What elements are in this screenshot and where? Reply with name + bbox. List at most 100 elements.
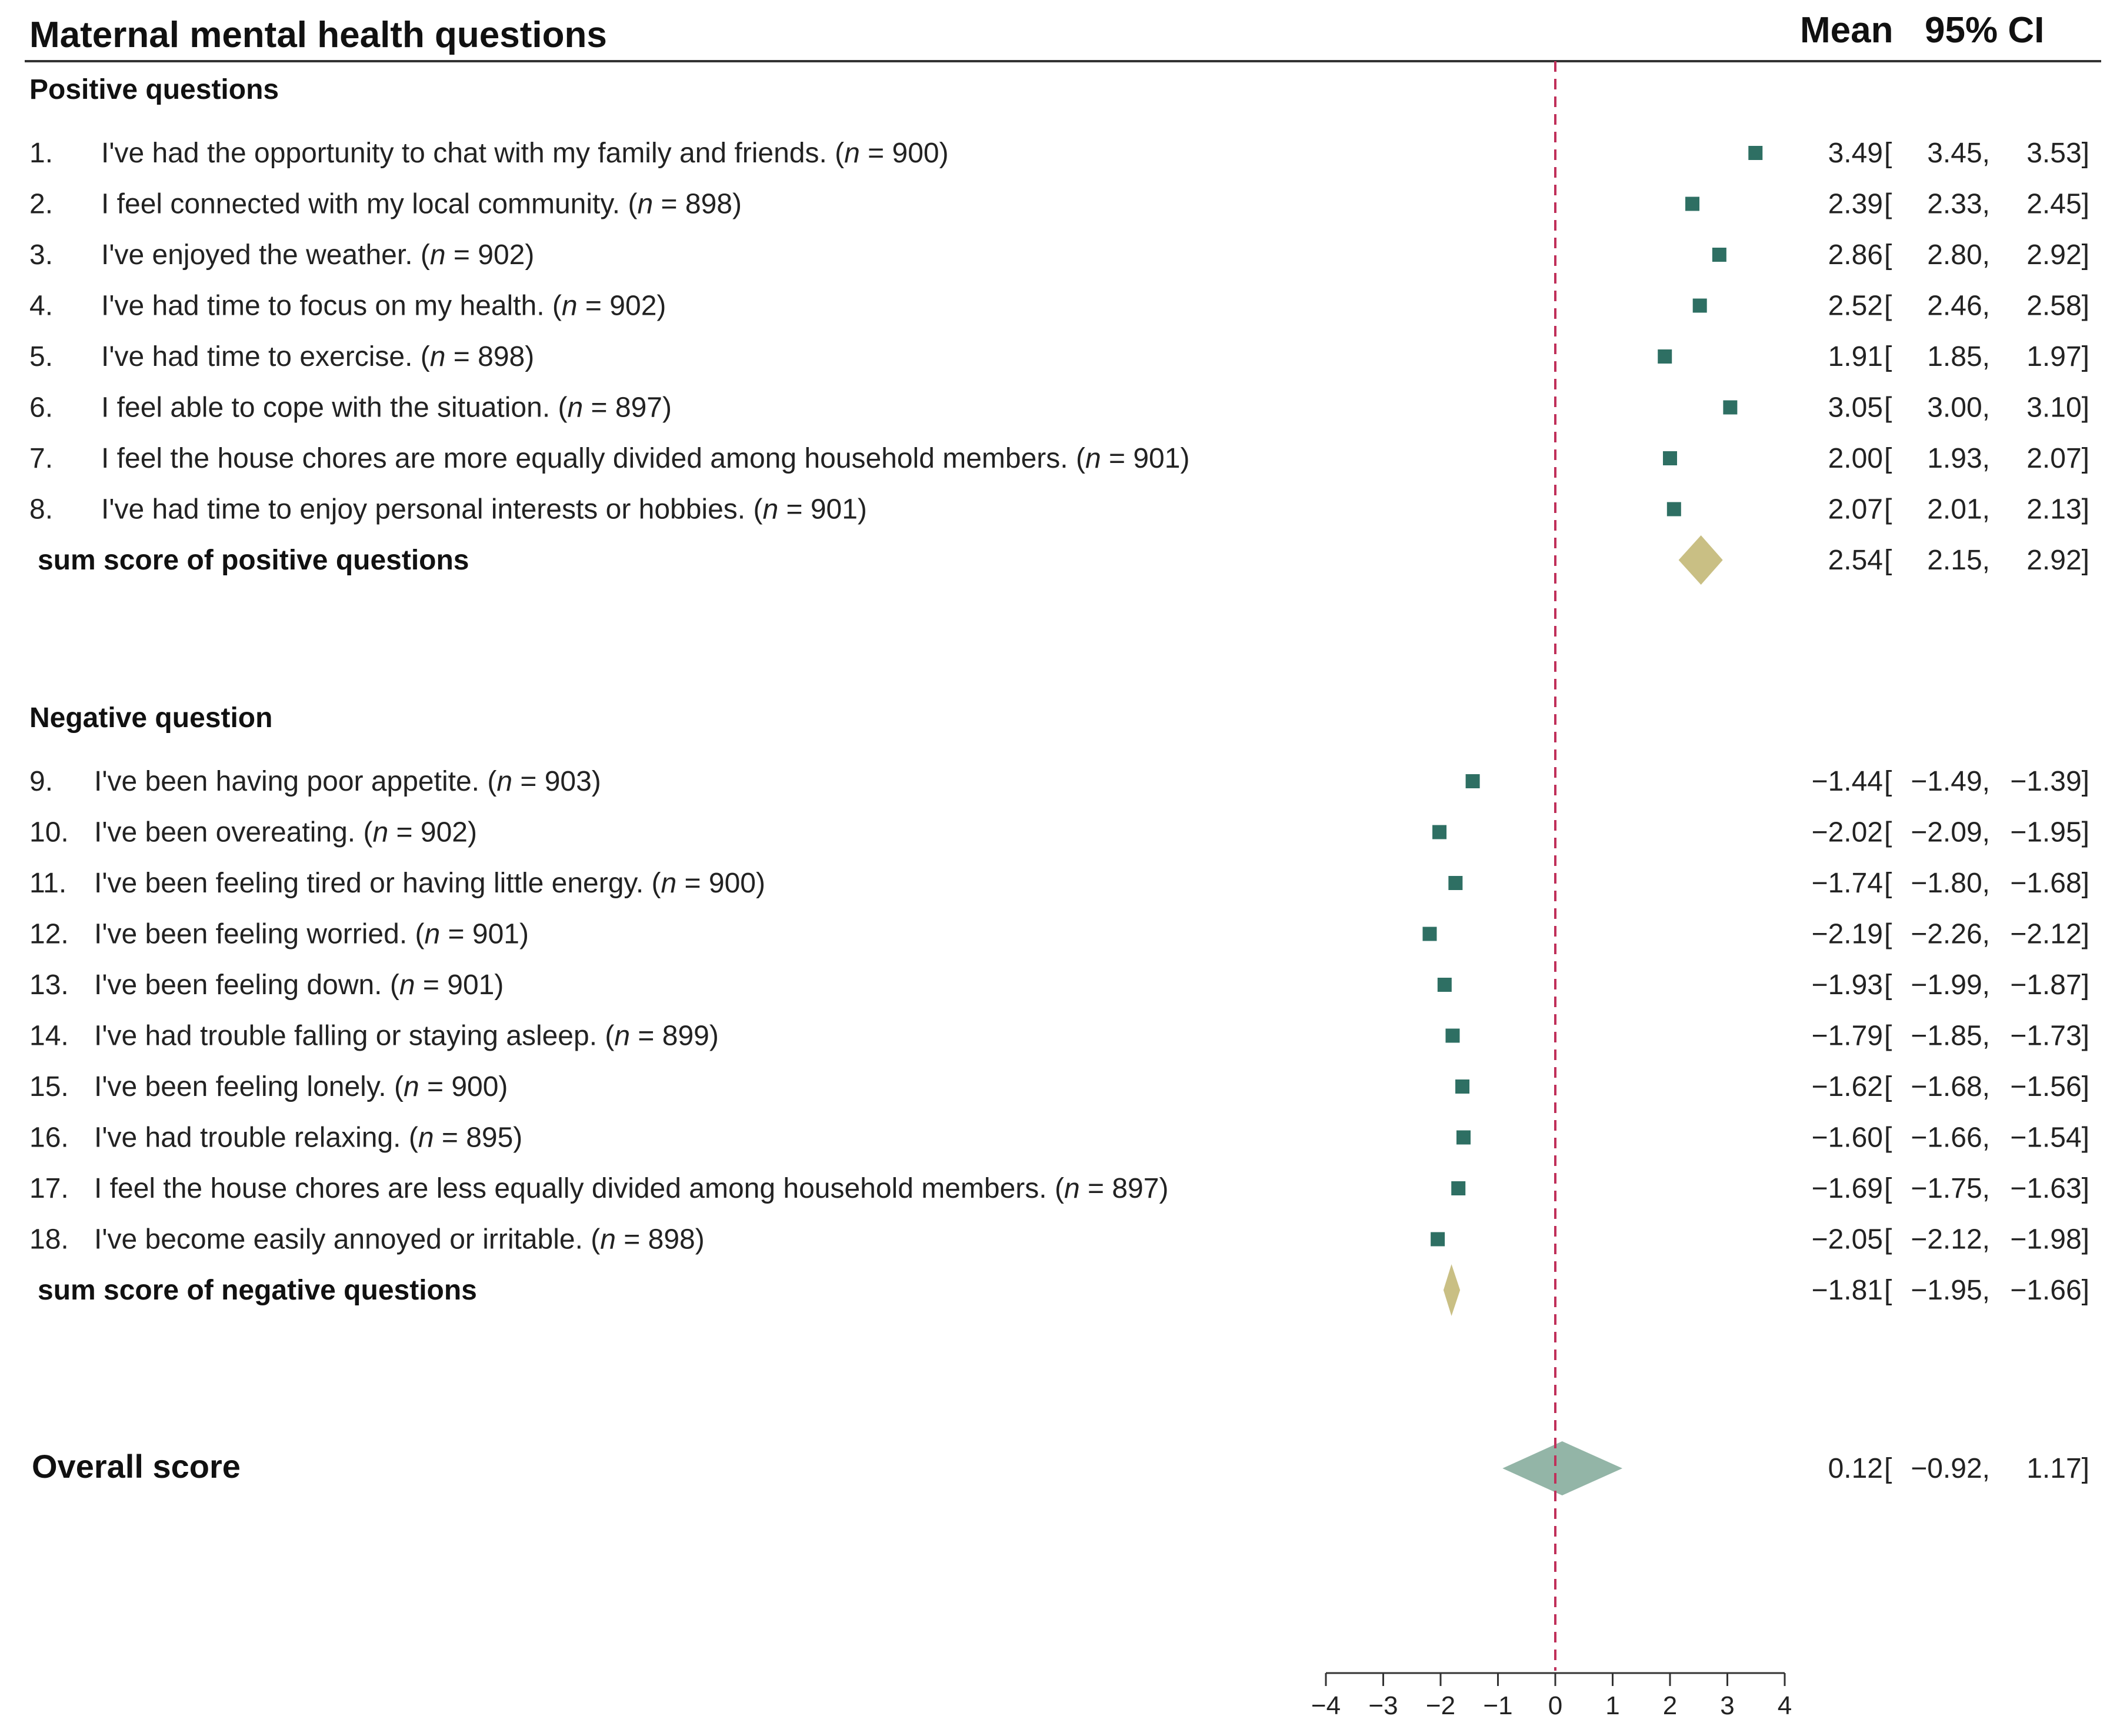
summary-negative-diamond [1443, 1264, 1461, 1316]
item-12-marker [1422, 927, 1437, 941]
item-8-marker [1666, 502, 1681, 517]
item-4-number: 4. [29, 291, 53, 322]
item-17-number: 17. [29, 1173, 69, 1204]
item-1-ci-bracket: [ [1884, 138, 1892, 169]
item-9-ci-lower-value: −1.49, [1911, 766, 1990, 797]
item-3-label: I've enjoyed the weather. (n = 902) [101, 239, 534, 271]
item-1-marker [1748, 146, 1763, 160]
item-17-ci-lower-value: −1.75, [1911, 1173, 1990, 1204]
summary-positive-ci-bracket: [ [1884, 545, 1892, 576]
item-8-number: 8. [29, 494, 53, 525]
section-heading-positive: Positive questions [29, 74, 279, 105]
item-5-ci-bracket: [ [1884, 341, 1892, 372]
item-11-ci-upper-value: −1.68] [2010, 868, 2089, 899]
item-16-ci-bracket: [ [1884, 1122, 1892, 1154]
item-10-marker [1432, 825, 1447, 839]
summary-positive-label: sum score of positive questions [38, 545, 469, 576]
overall-score-label: Overall score [32, 1448, 241, 1485]
item-12-ci-lower-value: −2.26, [1911, 919, 1990, 950]
item-2-ci-lower-value: 2.33, [1927, 189, 1990, 220]
item-10-label: I've been overeating. (n = 902) [94, 817, 477, 848]
item-11-label: I've been feeling tired or having little… [94, 868, 765, 899]
item-15-number: 15. [29, 1071, 69, 1102]
item-7-ci-upper-value: 2.07] [2026, 443, 2089, 474]
summary-negative-mean-value: −1.81 [1812, 1275, 1883, 1306]
item-6-number: 6. [29, 392, 53, 424]
item-12-ci-upper-value: −2.12] [2010, 919, 2089, 950]
item-5-ci-upper-value: 1.97] [2026, 341, 2089, 372]
item-7-number: 7. [29, 443, 53, 474]
item-13-ci-upper-value: −1.87] [2010, 969, 2089, 1001]
item-3-ci-upper-value: 2.92] [2026, 239, 2089, 271]
item-18-mean-value: −2.05 [1812, 1224, 1883, 1255]
item-5-ci-lower-value: 1.85, [1927, 341, 1990, 372]
item-11-number: 11. [29, 868, 66, 899]
item-1-mean-value: 3.49 [1828, 138, 1883, 169]
item-16-number: 16. [29, 1122, 69, 1154]
item-18-ci-bracket: [ [1884, 1224, 1892, 1255]
item-17-ci-upper-value: −1.63] [2010, 1173, 2089, 1204]
x-axis-tick-label: −4 [1311, 1691, 1341, 1720]
item-15-ci-upper-value: −1.56] [2010, 1071, 2089, 1102]
item-10-ci-lower-value: −2.09, [1911, 817, 1990, 848]
x-axis-tick-label: −1 [1483, 1691, 1512, 1720]
item-10-number: 10. [29, 817, 69, 848]
item-13-marker [1437, 978, 1452, 992]
item-13-mean-value: −1.93 [1812, 969, 1883, 1001]
item-13-ci-bracket: [ [1884, 969, 1892, 1001]
overall-score-ci-lower-value: −0.92, [1911, 1453, 1990, 1484]
item-6-marker [1723, 400, 1738, 415]
item-14-label: I've had trouble falling or staying asle… [94, 1021, 719, 1052]
item-7-label: I feel the house chores are more equally… [101, 443, 1189, 474]
x-axis-tick-label: 0 [1548, 1691, 1562, 1720]
item-18-ci-upper-value: −1.98] [2010, 1224, 2089, 1255]
item-8-ci-upper-value: 2.13] [2026, 494, 2089, 525]
item-6-ci-lower-value: 3.00, [1927, 392, 1990, 424]
item-6-mean-value: 3.05 [1828, 392, 1883, 424]
item-7-marker [1663, 451, 1677, 465]
overall-score-mean-value: 0.12 [1828, 1453, 1883, 1484]
item-2-ci-upper-value: 2.45] [2026, 189, 2089, 220]
item-15-label: I've been feeling lonely. (n = 900) [94, 1071, 508, 1102]
item-4-mean-value: 2.52 [1828, 291, 1883, 322]
item-11-marker [1448, 876, 1463, 890]
item-9-number: 9. [29, 766, 53, 797]
item-14-number: 14. [29, 1021, 69, 1052]
item-5-label: I've had time to exercise. (n = 898) [101, 341, 534, 372]
item-12-ci-bracket: [ [1884, 919, 1892, 950]
item-9-marker [1465, 774, 1480, 788]
summary-positive-diamond [1678, 535, 1723, 585]
item-3-mean-value: 2.86 [1828, 239, 1883, 271]
item-13-ci-lower-value: −1.99, [1911, 969, 1990, 1001]
item-12-mean-value: −2.19 [1812, 919, 1883, 950]
item-2-marker [1685, 196, 1700, 211]
item-4-ci-bracket: [ [1884, 291, 1892, 322]
item-15-ci-lower-value: −1.68, [1911, 1071, 1990, 1102]
item-14-marker [1445, 1028, 1460, 1043]
item-16-label: I've had trouble relaxing. (n = 895) [94, 1122, 522, 1154]
item-11-ci-lower-value: −1.80, [1911, 868, 1990, 899]
item-12-label: I've been feeling worried. (n = 901) [94, 919, 529, 950]
item-3-ci-bracket: [ [1884, 239, 1892, 271]
summary-negative-ci-lower-value: −1.95, [1911, 1275, 1990, 1306]
item-3-number: 3. [29, 239, 53, 271]
item-14-mean-value: −1.79 [1812, 1021, 1883, 1052]
x-axis-tick-label: 2 [1663, 1691, 1677, 1720]
item-17-mean-value: −1.69 [1812, 1173, 1883, 1204]
x-axis-tick-label: −2 [1426, 1691, 1455, 1720]
item-8-ci-bracket: [ [1884, 494, 1892, 525]
x-axis-tick-label: 1 [1605, 1691, 1619, 1720]
item-18-ci-lower-value: −2.12, [1911, 1224, 1990, 1255]
item-6-ci-bracket: [ [1884, 392, 1892, 424]
item-11-mean-value: −1.74 [1812, 868, 1883, 899]
summary-negative-ci-bracket: [ [1884, 1275, 1892, 1306]
item-3-ci-lower-value: 2.80, [1927, 239, 1990, 271]
item-8-mean-value: 2.07 [1828, 494, 1883, 525]
item-3-marker [1712, 248, 1726, 262]
item-2-ci-bracket: [ [1884, 189, 1892, 220]
item-18-marker [1431, 1232, 1445, 1247]
summary-positive-mean-value: 2.54 [1828, 545, 1883, 576]
overall-score-ci-upper-value: 1.17] [2026, 1453, 2089, 1484]
item-9-ci-upper-value: −1.39] [2010, 766, 2089, 797]
section-heading-negative: Negative question [29, 702, 272, 734]
